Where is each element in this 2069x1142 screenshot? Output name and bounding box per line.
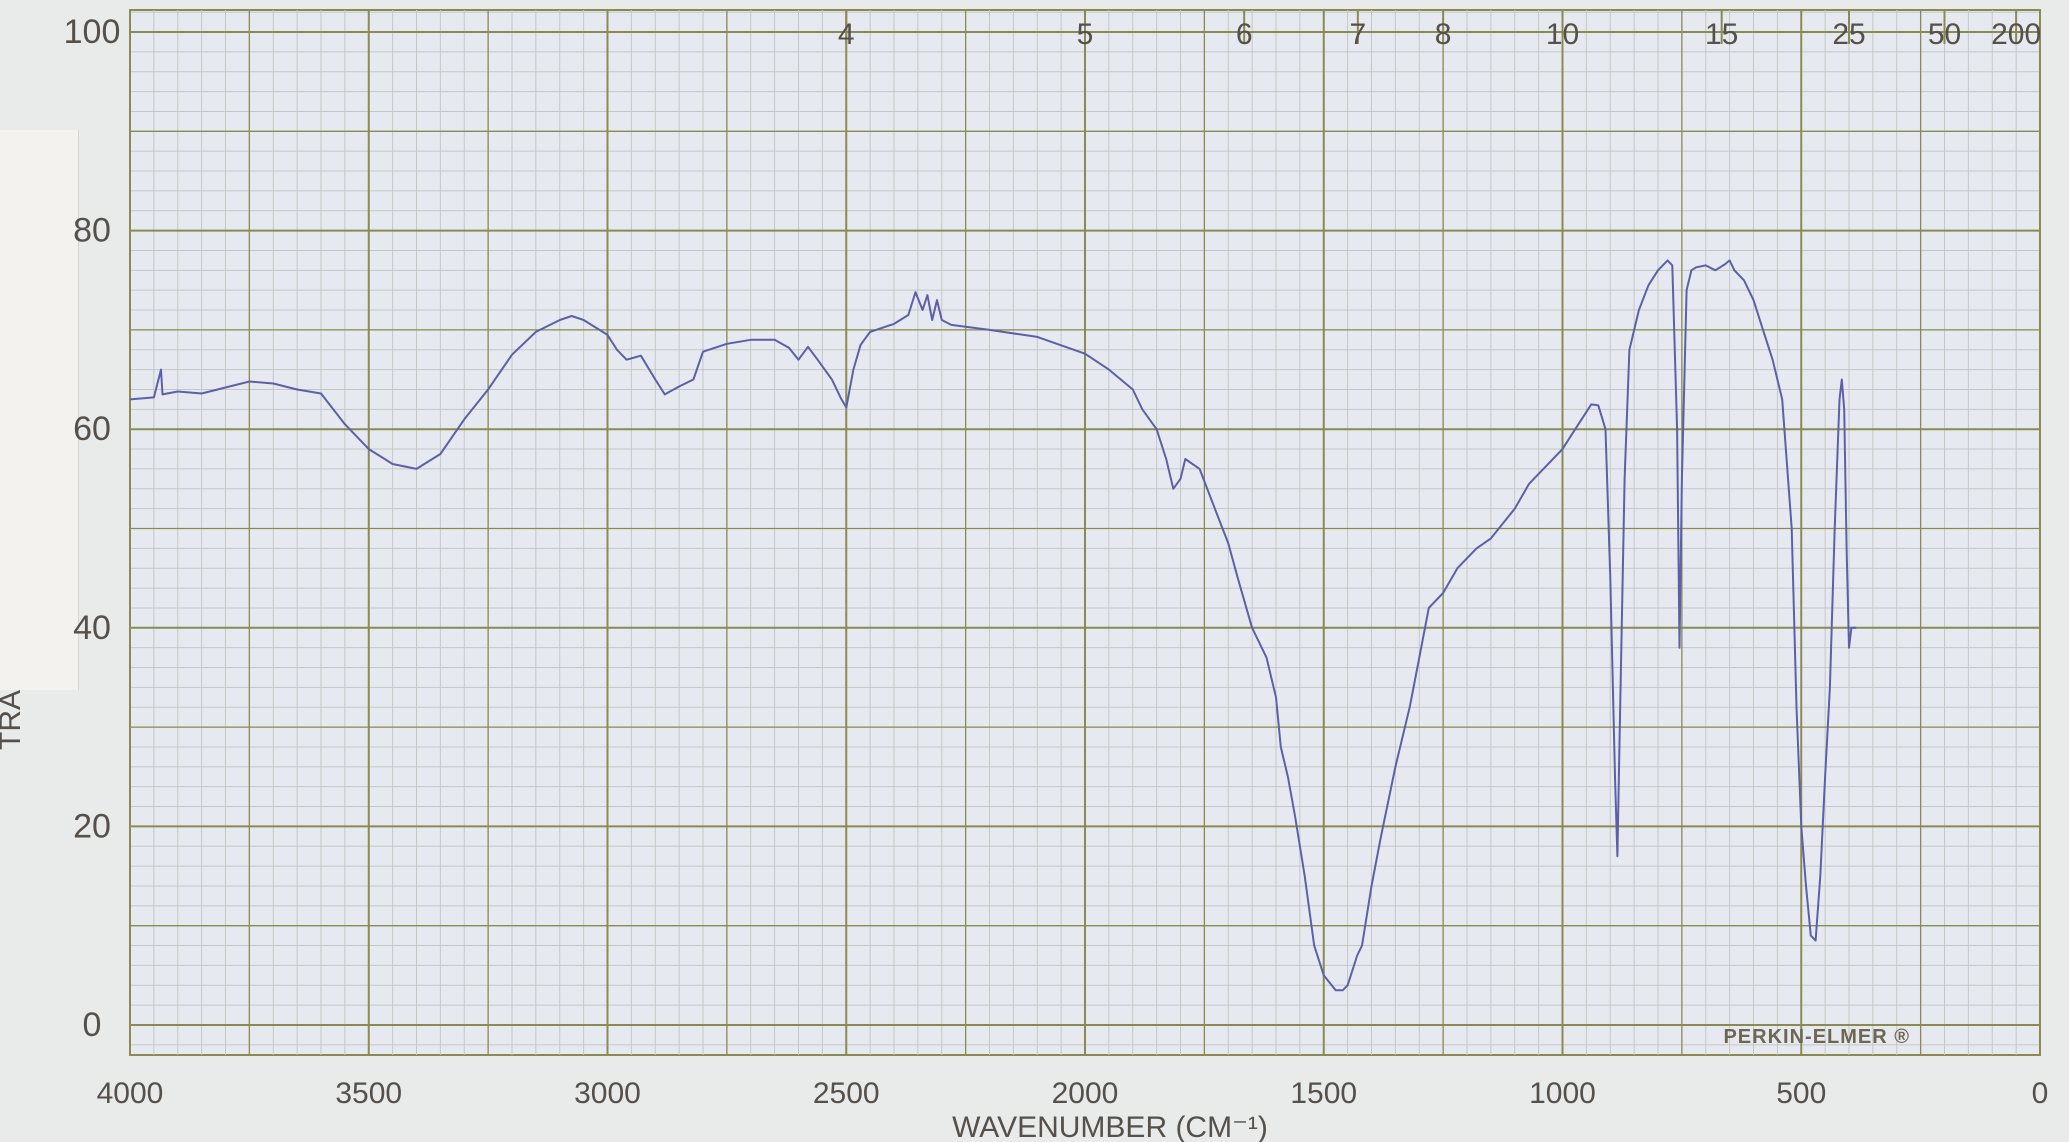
x-tick-label: 3000 [574,1077,641,1110]
x-tick-label: 3500 [335,1077,402,1110]
top-tick-label: 200 [1991,18,2041,51]
y-tick-label: 80 [73,212,111,250]
x-tick-label: 0 [2032,1077,2049,1110]
y-axis-label: TRA [0,690,27,750]
y-tick-label: 60 [73,410,111,448]
paper-strip [0,130,79,690]
x-tick-label: 1500 [1290,1077,1357,1110]
top-tick-label: 25 [1832,18,1865,51]
series-layer [129,259,1857,992]
y-tick-label: 100 [64,13,121,51]
top-tick-label: 10 [1546,18,1579,51]
top-tick-label: 15 [1705,18,1738,51]
brand-label: PERKIN-ELMER ® [1723,1026,1910,1048]
y-tick-label: 0 [83,1006,102,1044]
x-tick-label: 2000 [1052,1077,1119,1110]
x-tick-label: 1000 [1529,1077,1596,1110]
x-tick-label: 500 [1776,1077,1826,1110]
top-tick-label: 6 [1236,18,1253,51]
top-wavelength-axis: 4 5 6 7 8 10 15 25 50 200 [838,10,2041,51]
x-axis: 4000 3500 3000 2500 2000 1500 1000 500 0 [97,1077,2049,1110]
y-tick-label: 40 [73,609,111,647]
top-tick-label: 50 [1928,18,1961,51]
spectrum-line [129,259,1857,992]
x-tick-label: 2500 [813,1077,880,1110]
x-axis-label: WAVENUMBER (CM⁻¹) [952,1111,1268,1142]
y-axis: 0 20 40 60 80 100 [64,13,121,1044]
top-tick-label: 7 [1350,18,1367,51]
y-tick-label: 20 [73,807,111,845]
top-tick-label: 4 [838,18,855,51]
x-tick-label: 4000 [97,1077,164,1110]
top-tick-label: 8 [1435,18,1452,51]
top-tick-label: 5 [1077,18,1094,51]
